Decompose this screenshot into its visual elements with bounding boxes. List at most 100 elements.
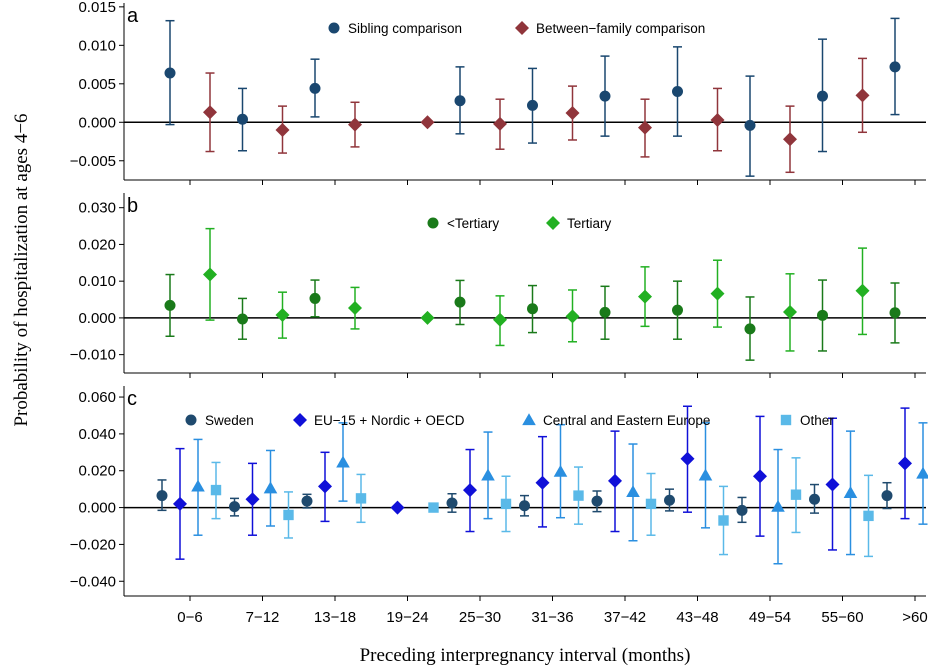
data-point	[889, 307, 901, 319]
data-point	[855, 88, 870, 103]
y-tick-label: 0.030	[78, 200, 116, 217]
data-point	[817, 90, 828, 102]
data-point	[672, 86, 683, 97]
data-point	[275, 307, 290, 322]
legend: Sibling comparison Between−family compari…	[328, 21, 705, 36]
data-point	[336, 455, 350, 468]
legend-label: Sibling comparison	[348, 21, 462, 36]
legend-label: Other	[800, 413, 834, 428]
y-tick-label: −0.005	[70, 153, 116, 170]
data-point	[535, 475, 550, 490]
data-point	[493, 312, 507, 327]
data-point	[229, 501, 240, 513]
data-point	[519, 500, 530, 512]
data-point	[672, 304, 683, 316]
series-other	[210, 457, 874, 558]
data-point	[203, 267, 217, 282]
data-point	[638, 289, 652, 304]
data-point	[736, 504, 748, 516]
data-point	[645, 498, 657, 510]
data-point	[309, 292, 321, 304]
data-point	[744, 119, 756, 131]
legend-marker	[427, 217, 439, 229]
data-point	[210, 484, 222, 496]
y-tick-label: 0.000	[78, 500, 116, 517]
legend-label: Tertiary	[567, 216, 612, 231]
data-point	[263, 481, 278, 494]
legend-marker	[515, 21, 529, 35]
series-tertiary	[164, 273, 901, 361]
data-point	[790, 489, 802, 500]
data-point	[817, 309, 828, 321]
series-eu-15-nordic-oecd	[173, 405, 912, 560]
legend-marker	[546, 216, 560, 230]
y-axis-title: Probability of hospitalization at ages 4…	[11, 113, 32, 426]
data-point	[881, 490, 893, 502]
data-point	[301, 495, 313, 507]
legend-marker	[328, 22, 340, 34]
data-point	[156, 490, 168, 502]
x-tick-label: 25−30	[459, 609, 501, 626]
x-tick-label: 49−54	[749, 609, 791, 626]
y-tick-label: −0.020	[70, 536, 116, 553]
legend: <Tertiary Tertiary	[427, 216, 612, 231]
data-point	[889, 61, 901, 73]
legend-marker	[780, 414, 792, 426]
data-point	[753, 469, 767, 484]
data-point	[553, 464, 568, 477]
data-point	[599, 90, 611, 102]
panel-c: 0.060 0.040 0.020 0.000 −0.020 −0.040 c Sweden E…	[70, 386, 928, 601]
panel-a: 0.015 0.010 0.005 0.000 −0.005 a Sibling compa…	[70, 0, 926, 185]
legend-label: Central and Eastern Europe	[543, 413, 710, 428]
legend: Sweden EU−15 + Nordic + OECD Central and E…	[185, 413, 834, 428]
y-tick-label: 0.020	[78, 463, 116, 480]
data-point	[355, 493, 367, 504]
data-point	[420, 310, 435, 325]
data-point	[527, 99, 538, 111]
y-tick-label: −0.010	[70, 347, 116, 364]
y-tick-label: 0.060	[78, 389, 116, 406]
data-point	[348, 300, 362, 315]
data-point	[237, 113, 248, 125]
data-point	[454, 95, 466, 107]
series-sibling-comparison	[164, 17, 901, 177]
panel-b: 0.030 0.020 0.010 0.000 −0.010 b <Tertiary Tert…	[70, 193, 926, 378]
x-axis-title: Preceding interpregnancy interval (month…	[360, 645, 691, 666]
legend-label: Sweden	[205, 413, 254, 428]
data-point	[599, 306, 611, 318]
data-point	[783, 305, 797, 320]
data-point	[809, 493, 820, 505]
series-sweden	[156, 479, 893, 524]
data-point	[283, 509, 294, 521]
x-tick-label: >60	[902, 609, 927, 626]
data-point	[275, 122, 290, 137]
y-tick-label: 0.010	[78, 37, 116, 54]
data-point	[420, 115, 435, 130]
x-tick-label: 19−24	[386, 609, 428, 626]
panel-letter: a	[127, 5, 139, 27]
data-point	[744, 323, 756, 335]
panel-letter: b	[127, 195, 138, 217]
data-point	[638, 120, 652, 135]
data-point	[463, 483, 477, 498]
data-point	[718, 515, 729, 526]
data-point	[608, 473, 622, 488]
legend-marker	[522, 413, 536, 426]
x-tick-label: 43−48	[676, 609, 718, 626]
data-point	[664, 494, 675, 506]
data-point	[446, 497, 458, 509]
data-point	[390, 500, 405, 515]
data-point	[573, 490, 584, 501]
legend-label: <Tertiary	[447, 216, 499, 231]
data-point	[203, 105, 217, 120]
data-point	[164, 299, 176, 311]
series-between-family-comparison	[203, 57, 870, 174]
y-tick-label: 0.010	[78, 273, 116, 290]
data-point	[771, 499, 785, 512]
data-point	[565, 309, 580, 324]
data-point	[710, 286, 725, 301]
x-tick-label: 7−12	[246, 609, 280, 626]
data-point	[309, 82, 321, 94]
y-tick-label: 0.015	[78, 0, 116, 16]
